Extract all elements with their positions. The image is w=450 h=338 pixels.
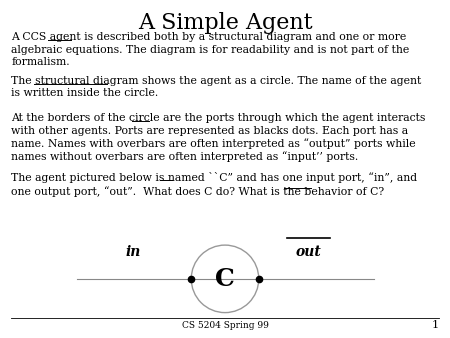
Text: out: out — [295, 245, 321, 259]
Text: The structural diagram shows the agent as a circle. The name of the agent
is wri: The structural diagram shows the agent a… — [11, 76, 422, 98]
Text: A Simple Agent: A Simple Agent — [138, 12, 312, 34]
Text: The agent pictured below is named ``C” and has one input port, “in”, and
one out: The agent pictured below is named ``C” a… — [11, 172, 418, 197]
Text: At the borders of the circle are the ports through which the agent interacts
wit: At the borders of the circle are the por… — [11, 113, 426, 163]
Text: C: C — [215, 267, 235, 291]
Text: A CCS agent is described both by a structural diagram and one or more
algebraic : A CCS agent is described both by a struc… — [11, 32, 410, 67]
Text: in: in — [125, 245, 140, 259]
Text: CS 5204 Spring 99: CS 5204 Spring 99 — [181, 320, 269, 330]
Text: 1: 1 — [432, 319, 439, 330]
